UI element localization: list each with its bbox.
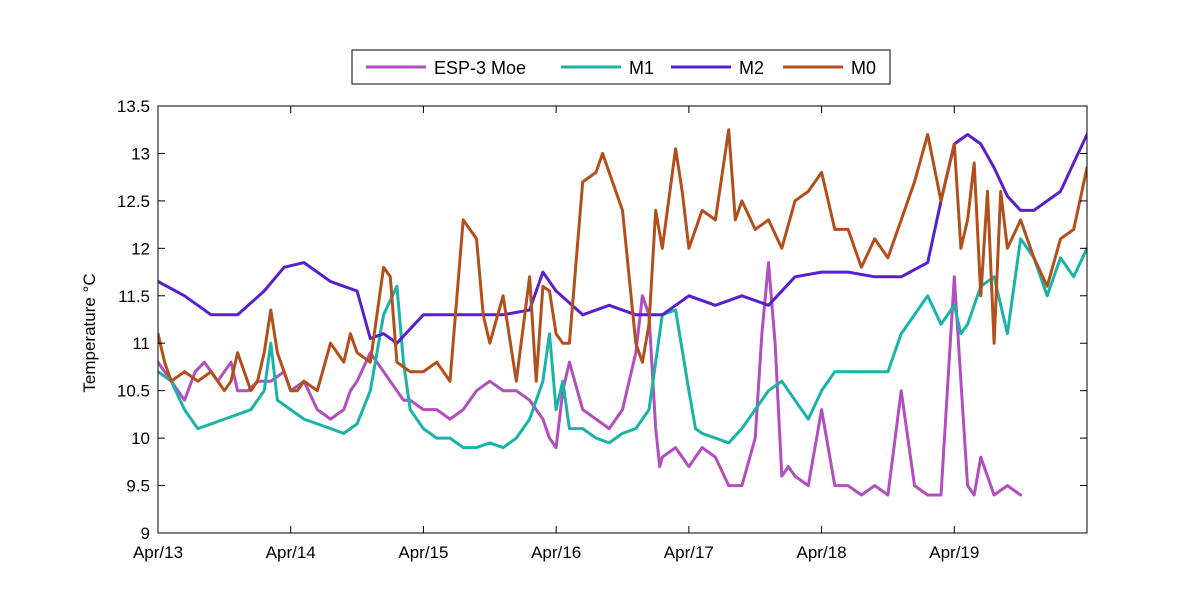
series-group	[158, 128, 1087, 497]
y-tick-label: 9.5	[126, 477, 150, 496]
series-line-esp-3-moe	[158, 261, 1023, 497]
x-tick-label: Apr/18	[797, 543, 847, 562]
plot-frame	[157, 105, 1088, 534]
series-line-m1	[158, 237, 1087, 450]
x-tick-label: Apr/17	[664, 543, 714, 562]
y-tick-label: 9	[141, 524, 150, 543]
x-tick-label: Apr/19	[929, 543, 979, 562]
x-tick-label: Apr/14	[266, 543, 316, 562]
x-tick-label: Apr/13	[133, 543, 183, 562]
y-tick-label: 12	[131, 239, 150, 258]
y-tick-label: 13.5	[117, 97, 150, 116]
x-tick-label: Apr/16	[531, 543, 581, 562]
legend-label-m1: M1	[629, 58, 654, 78]
y-axis-label: Temperature °C	[80, 273, 99, 392]
legend-label-esp-3-moe: ESP-3 Moe	[434, 58, 526, 78]
legend: ESP-3 Moe M1 M2 M0	[351, 49, 891, 85]
series-line-m0	[158, 128, 1087, 393]
y-tick-label: 12.5	[117, 192, 150, 211]
legend-label-m0: M0	[851, 58, 876, 78]
y-tick-label: 11.5	[118, 287, 150, 306]
axes: 9 9.5 10 10.5 11 11.5 12 12.5 13 13.5 Apr/13 Apr/14…	[117, 97, 1088, 562]
x-tick-label: Apr/15	[398, 543, 448, 562]
legend-label-m2: M2	[739, 58, 764, 78]
plot-area	[158, 128, 1087, 497]
y-tick-label: 10.5	[117, 382, 150, 401]
y-tick-label: 13	[131, 144, 150, 163]
y-tick-label: 10	[131, 429, 150, 448]
y-tick-label: 11	[132, 334, 150, 353]
